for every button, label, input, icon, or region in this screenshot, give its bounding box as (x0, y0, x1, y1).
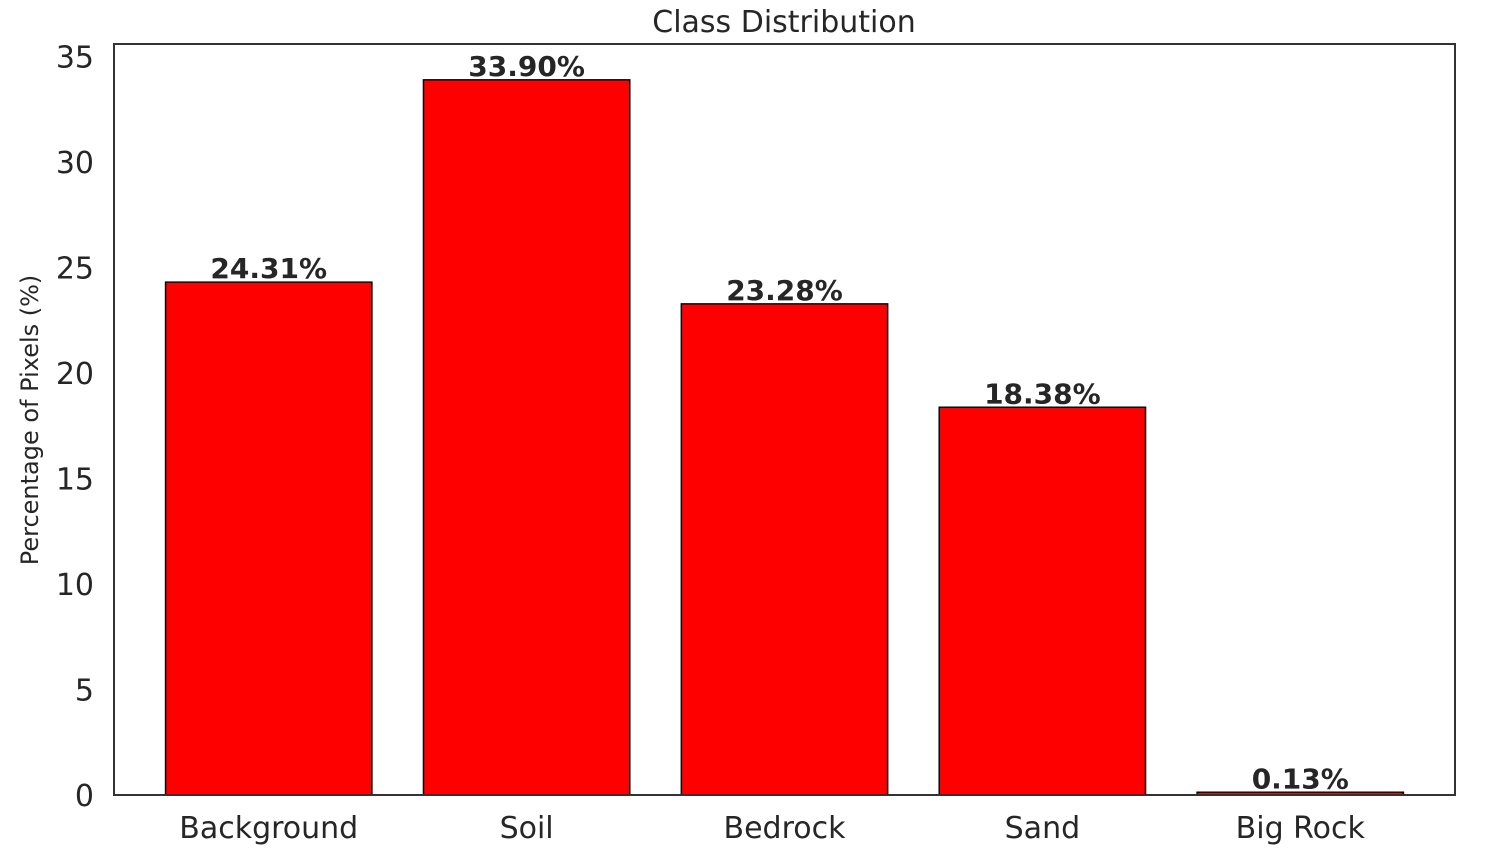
y-axis-ticks: 0 5 10 15 20 25 30 35 (56, 41, 94, 814)
y-tick-label: 35 (56, 41, 94, 76)
bar-value-label: 33.90% (468, 50, 585, 83)
x-axis-ticks: Background Soil Bedrock Sand Big Rock (179, 811, 1365, 846)
y-tick-label: 5 (75, 674, 94, 709)
y-axis-label: Percentage of Pixels (%) (16, 275, 44, 566)
y-tick-label: 30 (56, 146, 94, 181)
bar-soil (422, 79, 631, 796)
chart-title: Class Distribution (652, 5, 915, 40)
x-tick-label: Background (179, 811, 358, 846)
y-tick-label: 20 (56, 357, 94, 392)
y-tick-label: 0 (75, 779, 94, 814)
x-tick-label: Big Rock (1236, 811, 1366, 846)
y-tick-label: 25 (56, 252, 94, 287)
bar-sand (938, 406, 1147, 796)
bar-background (164, 281, 373, 796)
bars (164, 79, 1405, 796)
y-tick-label: 10 (56, 568, 94, 603)
bar-value-label: 18.38% (984, 377, 1101, 410)
x-tick-label: Soil (500, 811, 554, 846)
bar-bedrock (680, 303, 889, 796)
data-labels: 24.31% 33.90% 23.28% 18.38% 0.13% (210, 50, 1348, 795)
x-tick-label: Bedrock (724, 811, 847, 846)
bar-value-label: 24.31% (210, 252, 327, 285)
bar-value-label: 23.28% (726, 274, 843, 307)
plot-frame (113, 43, 1456, 796)
bar-value-label: 0.13% (1252, 762, 1349, 795)
y-tick-label: 15 (56, 463, 94, 498)
x-tick-label: Sand (1005, 811, 1080, 846)
